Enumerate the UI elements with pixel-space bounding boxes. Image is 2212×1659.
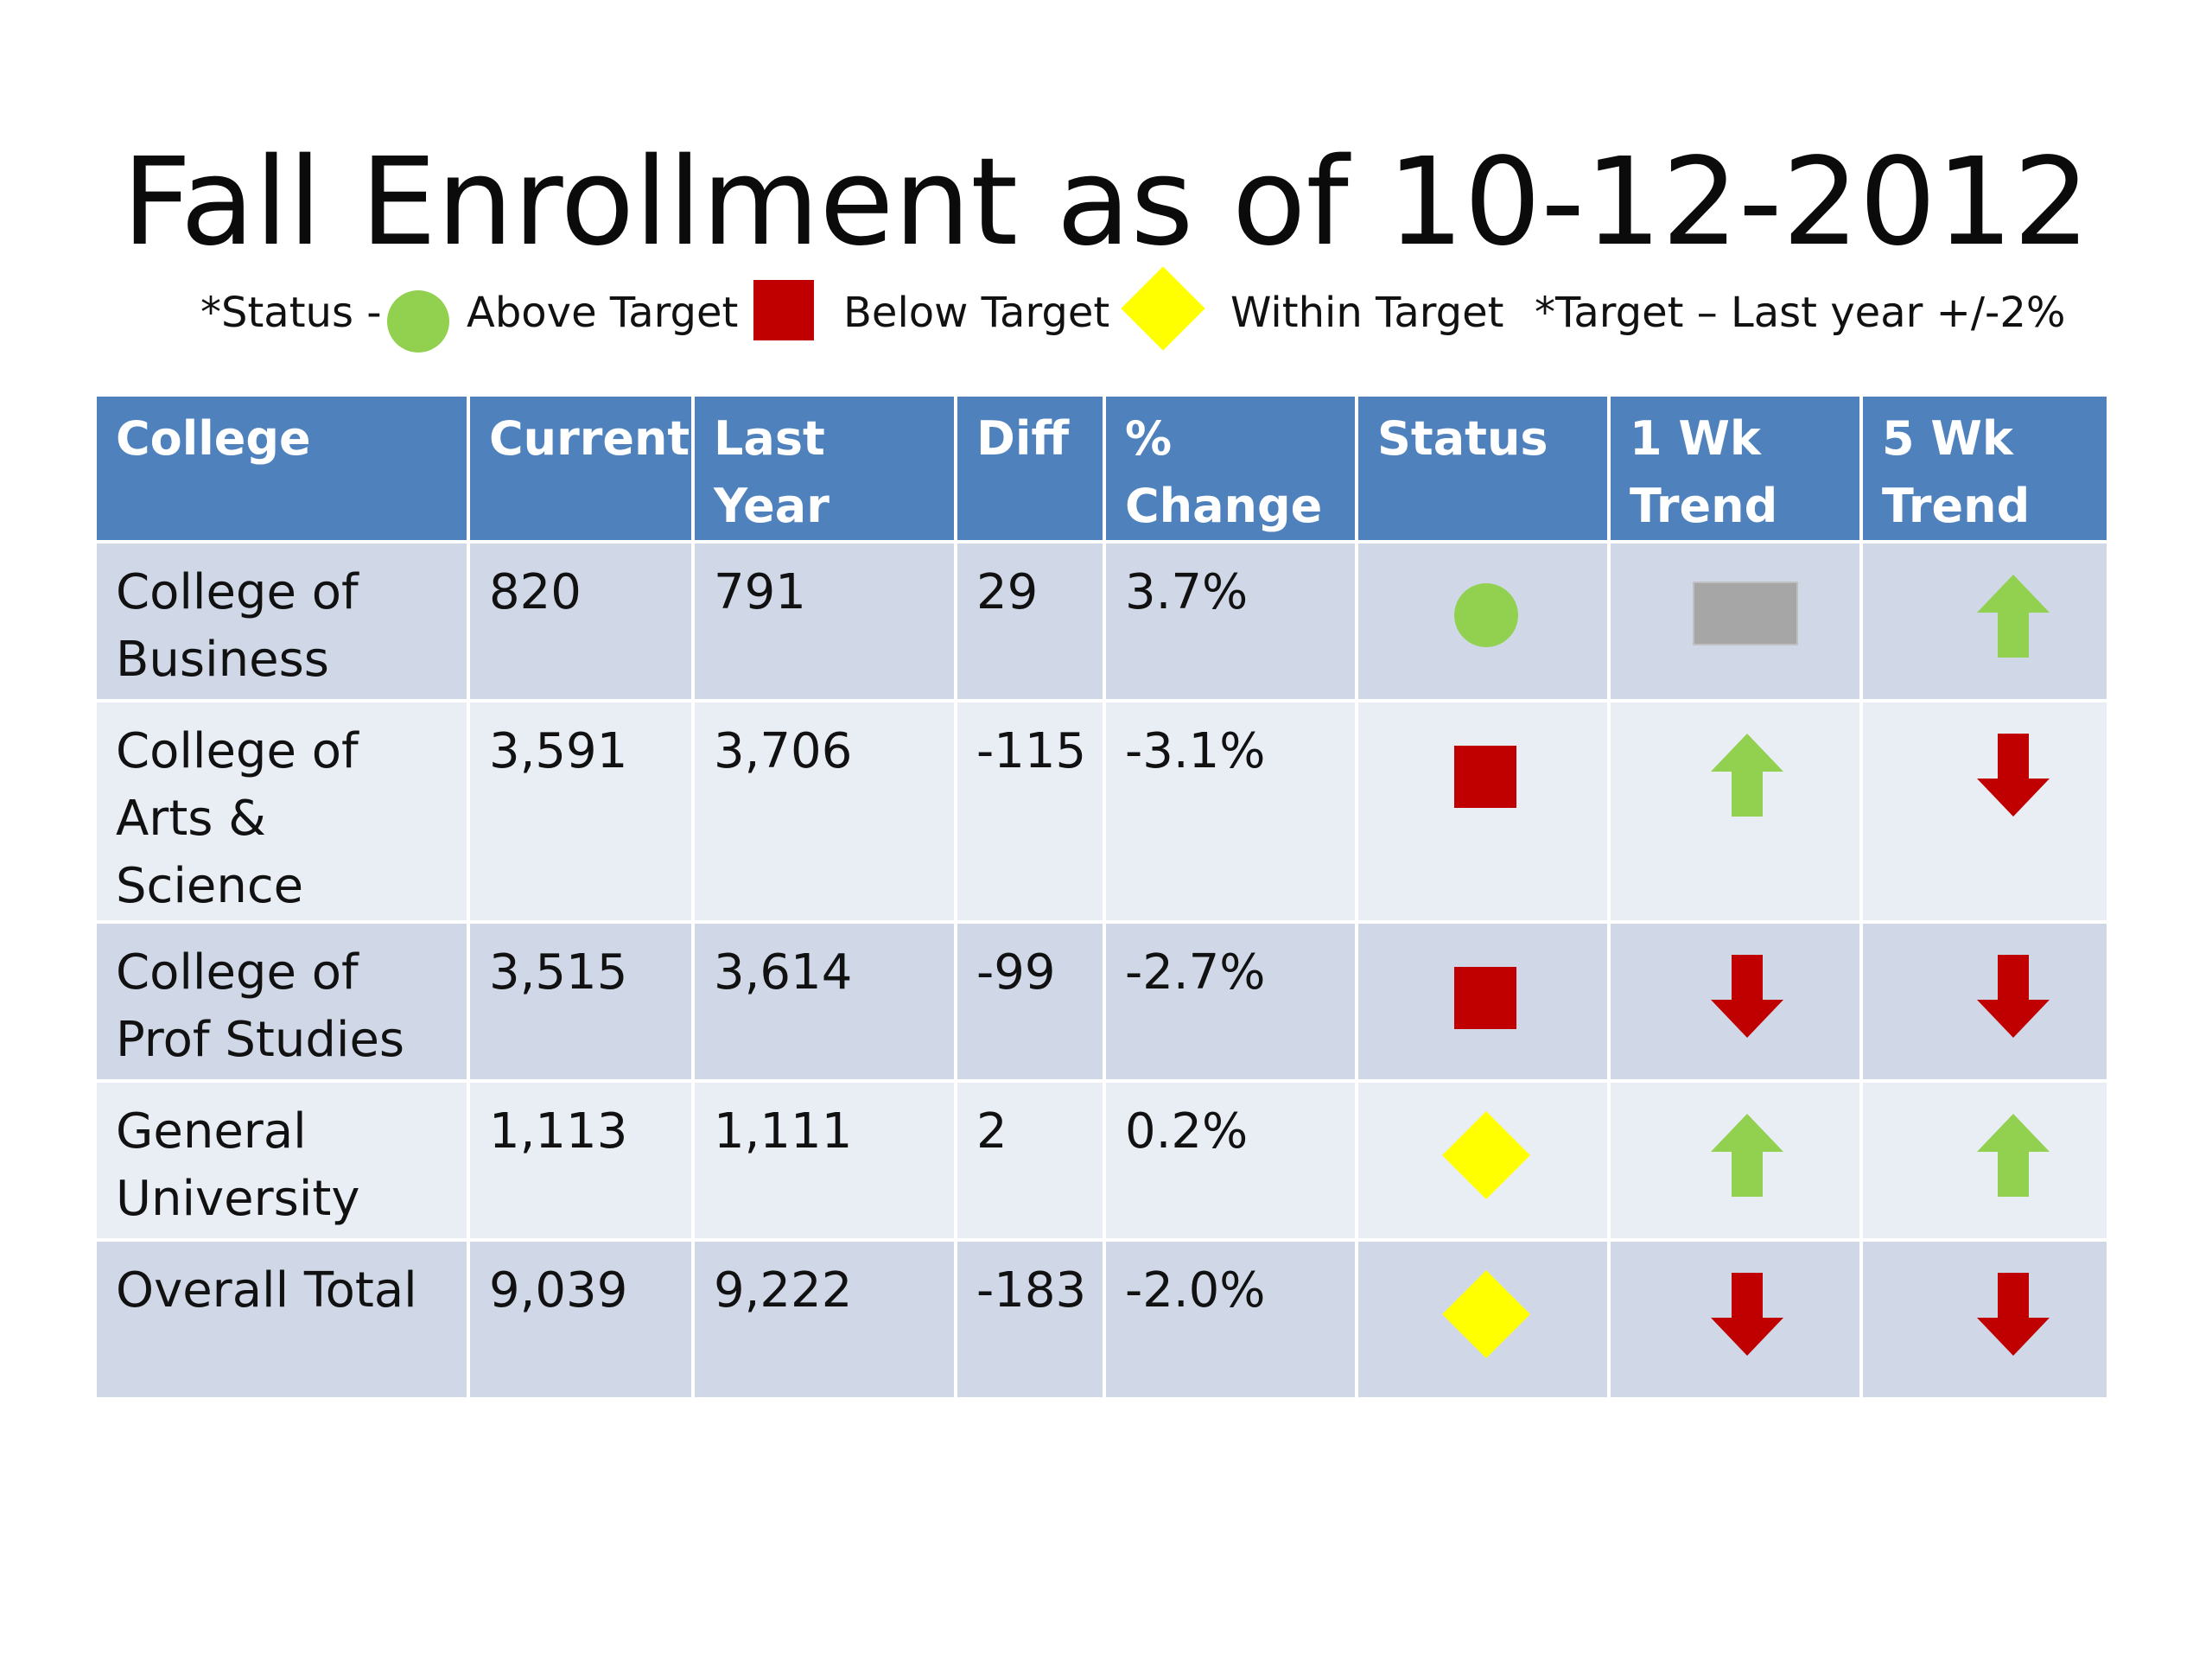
arrow-up-icon (1711, 1114, 1783, 1197)
header-last-year: Last Year (691, 393, 957, 543)
last-year-cell: 3,614 (691, 920, 957, 1083)
pct-change-cell: 0.2% (1103, 1079, 1358, 1242)
arrow-up-icon (1977, 1114, 2050, 1197)
trend-1wk-cell (1607, 1238, 1863, 1401)
last-year-cell: 3,706 (691, 699, 957, 924)
diff-cell: -99 (954, 920, 1106, 1083)
trend-5wk-cell (1859, 699, 2110, 924)
table-row: College of Prof Studies 3,515 3,614 -99 -2.7… (93, 920, 2110, 1083)
header-status: Status (1355, 393, 1611, 543)
current-cell: 1,113 (467, 1079, 695, 1242)
trend-1wk-cell (1607, 699, 1863, 924)
pct-change-cell: -3.1% (1103, 699, 1358, 924)
legend-below-square-icon (753, 280, 814, 340)
trend-1wk-cell (1607, 920, 1863, 1083)
within-target-diamond-icon (1442, 1111, 1530, 1199)
arrow-down-icon (1711, 1273, 1783, 1356)
enrollment-table: College Current Last Year Diff % Change … (93, 393, 2110, 1401)
legend-above-label: Above Target (467, 289, 739, 337)
current-cell: 3,591 (467, 699, 695, 924)
above-target-circle-icon (1454, 583, 1518, 647)
legend-above-circle-icon (387, 290, 449, 353)
trend-5wk-cell (1859, 1079, 2110, 1242)
trend-5wk-cell (1859, 1238, 2110, 1401)
arrow-down-icon (1977, 734, 2050, 817)
legend-target-note: *Target – Last year +/-2% (1535, 289, 2066, 337)
college-cell: Overall Total (93, 1238, 470, 1401)
diff-cell: 2 (954, 1079, 1106, 1242)
below-target-square-icon (1454, 967, 1516, 1029)
arrow-up-icon (1711, 734, 1783, 817)
flat-trend-icon (1693, 582, 1798, 645)
status-cell (1355, 1079, 1611, 1242)
last-year-cell: 1,111 (691, 1079, 957, 1242)
table-row: Overall Total 9,039 9,222 -183 -2.0% (93, 1238, 2110, 1401)
diff-cell: 29 (954, 540, 1106, 702)
legend-within-diamond-icon (1121, 266, 1205, 351)
arrow-up-icon (1977, 575, 2050, 658)
trend-1wk-cell (1607, 540, 1863, 702)
pct-change-cell: 3.7% (1103, 540, 1358, 702)
college-cell: College of Prof Studies (93, 920, 470, 1083)
college-cell: General University (93, 1079, 470, 1242)
pct-change-cell: -2.0% (1103, 1238, 1358, 1401)
college-cell: College of Business (93, 540, 470, 702)
header-diff: Diff (954, 393, 1106, 543)
table-row: General University 1,113 1,111 2 0.2% (93, 1079, 2110, 1242)
legend-below-label: Below Target (843, 289, 1110, 337)
current-cell: 820 (467, 540, 695, 702)
header-college: College (93, 393, 470, 543)
table-row: College of Business 820 791 29 3.7% (93, 540, 2110, 702)
legend-status-prefix: *Status - (200, 289, 382, 337)
table-header-row: College Current Last Year Diff % Change … (93, 393, 2110, 543)
pct-change-cell: -2.7% (1103, 920, 1358, 1083)
last-year-cell: 9,222 (691, 1238, 957, 1401)
status-cell (1355, 540, 1611, 702)
arrow-down-icon (1977, 1273, 2050, 1356)
diff-cell: -183 (954, 1238, 1106, 1401)
arrow-down-icon (1711, 955, 1783, 1038)
status-cell (1355, 920, 1611, 1083)
trend-5wk-cell (1859, 920, 2110, 1083)
status-cell (1355, 1238, 1611, 1401)
legend-within-label: Within Target (1230, 289, 1504, 337)
arrow-down-icon (1977, 955, 2050, 1038)
header-1wk-trend: 1 Wk Trend (1607, 393, 1863, 543)
diff-cell: -115 (954, 699, 1106, 924)
header-current: Current (467, 393, 695, 543)
trend-5wk-cell (1859, 540, 2110, 702)
current-cell: 3,515 (467, 920, 695, 1083)
page-title: Fall Enrollment as of 10-12-2012 (122, 132, 2090, 273)
last-year-cell: 791 (691, 540, 957, 702)
status-cell (1355, 699, 1611, 924)
below-target-square-icon (1454, 746, 1516, 808)
within-target-diamond-icon (1442, 1270, 1530, 1358)
current-cell: 9,039 (467, 1238, 695, 1401)
college-cell: College of Arts & Science (93, 699, 470, 924)
table-row: College of Arts & Science 3,591 3,706 -115-… (93, 699, 2110, 924)
header-pct-change: % Change (1103, 393, 1358, 543)
header-5wk-trend: 5 Wk Trend (1859, 393, 2110, 543)
trend-1wk-cell (1607, 1079, 1863, 1242)
